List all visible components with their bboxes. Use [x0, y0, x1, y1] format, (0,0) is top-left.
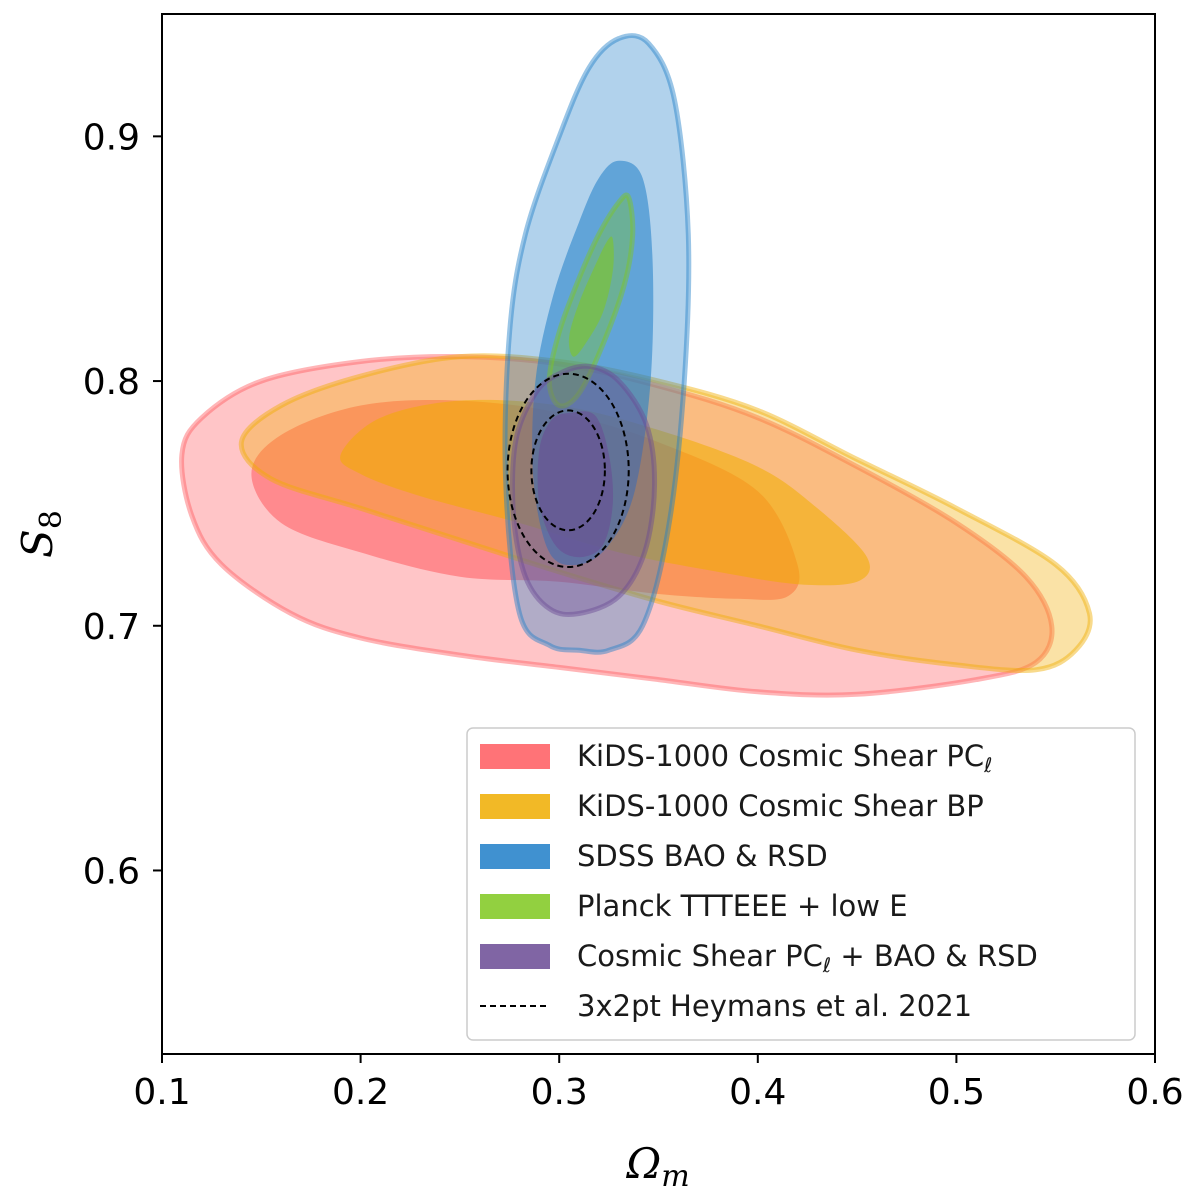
- legend-swatch-kids-1000-cosmic-shear-pc: [480, 744, 550, 769]
- legend: KiDS-1000 Cosmic Shear PCℓ KiDS-1000 Cosm…: [466, 727, 1136, 1041]
- legend-label-cosmic-shear-pc-bao-rsd: Cosmic Shear PCℓ + BAO & RSD: [577, 939, 1038, 977]
- legend-label-kids-1000-cosmic-shear-bp: KiDS-1000 Cosmic Shear BP: [577, 789, 984, 823]
- legend-swatch-planck-ttteee-low-e: [480, 894, 550, 919]
- 3x2pt-heymans-et-al-2021-inner-contour: [530, 409, 606, 532]
- series-3x2pt-heymans-et-al-2021: [506, 372, 630, 569]
- x-tick-label: 0.1: [133, 1072, 190, 1113]
- legend-label-planck-ttteee-low-e: Planck TTTEEE + low E: [577, 889, 908, 923]
- legend-label-kids-1000-cosmic-shear-pc: KiDS-1000 Cosmic Shear PCℓ: [577, 739, 992, 777]
- legend-label-3x2pt-heymans-et-al-2021: 3x2pt Heymans et al. 2021: [577, 989, 972, 1023]
- legend-label-sdss-bao-rsd: SDSS BAO & RSD: [577, 839, 828, 873]
- axes: 0.1 0.2 0.3 0.4 0.5 0.6 0.6 0.7 0.8 0.9: [83, 117, 1184, 1113]
- x-axis-label: Ωm: [625, 1139, 689, 1193]
- y-tick-label: 0.9: [83, 117, 140, 158]
- y-axis-label: S8: [13, 510, 69, 558]
- y-tick-label: 0.7: [83, 607, 140, 648]
- x-tick-label: 0.4: [729, 1072, 786, 1113]
- series-cosmic-shear-pc-bao-rsd: [509, 363, 658, 618]
- x-tick-label: 0.2: [332, 1072, 389, 1113]
- legend-box: [466, 727, 1136, 1041]
- plot-frame: [161, 13, 1156, 1055]
- contour-layer: [179, 33, 1093, 698]
- planck-ttteee-low-e-inner-contour: [568, 236, 614, 357]
- series-planck-ttteee-low-e: [546, 192, 636, 409]
- legend-swatch-sdss-bao-rsd: [480, 844, 550, 869]
- x-tick-label: 0.5: [928, 1072, 985, 1113]
- cosmic-shear-pc-bao-rsd-inner-contour: [537, 411, 614, 558]
- 3x2pt-heymans-et-al-2021-outer-contour: [506, 372, 630, 569]
- y-tick-label: 0.8: [83, 362, 140, 403]
- y-tick-label: 0.6: [83, 851, 140, 892]
- x-tick-label: 0.6: [1126, 1072, 1183, 1113]
- legend-swatch-cosmic-shear-pc-bao-rsd: [480, 944, 550, 969]
- legend-swatch-kids-1000-cosmic-shear-bp: [480, 794, 550, 819]
- x-tick-label: 0.3: [531, 1072, 588, 1113]
